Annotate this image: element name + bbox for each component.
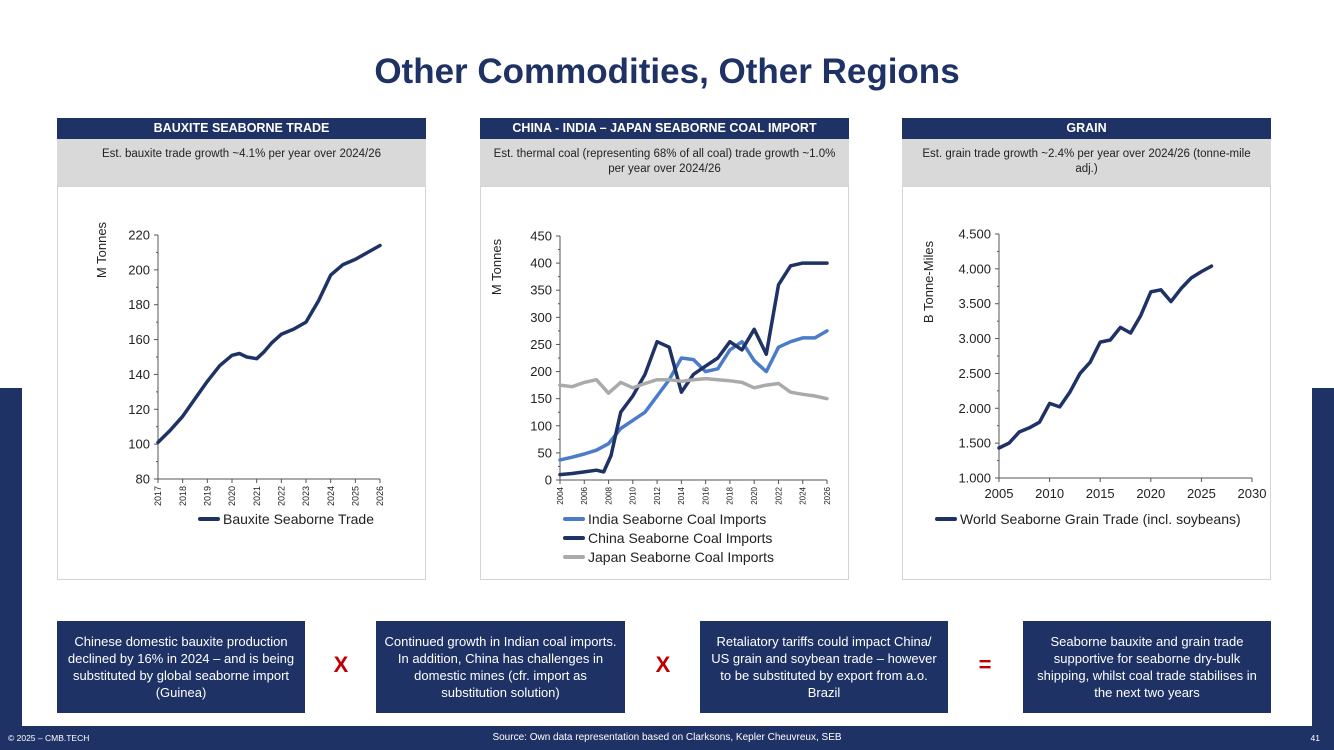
- y-tick-label: 250: [530, 337, 552, 352]
- series-line: [997, 264, 1214, 450]
- y-tick-label: 3.500: [958, 296, 991, 311]
- x-tick-label: 2006: [580, 486, 589, 504]
- y-tick-label: 1.000: [958, 471, 991, 486]
- x-tick-label: 2012: [653, 486, 662, 504]
- x-tick-label: 2020: [1136, 486, 1165, 501]
- x-tick-label: 2018: [726, 486, 735, 504]
- x-tick-label: 2019: [202, 486, 212, 506]
- legend-label: World Seaborne Grain Trade (incl. soybea…: [960, 511, 1241, 527]
- y-tick-label: 140: [128, 367, 150, 382]
- info-box-grain: Retaliatory tariffs could impact China/ …: [700, 621, 948, 713]
- footer-page-number: 41: [1310, 733, 1320, 743]
- x-tick-label: 2022: [774, 486, 783, 504]
- bauxite-chart: 80 100 120 140 160 180 200 220 2017 2018 2019 2020 2…: [94, 221, 385, 527]
- x-tick-label: 2021: [252, 486, 262, 506]
- y-tick-label: 0: [545, 473, 552, 488]
- chart-panel-bauxite: 80 100 120 140 160 180 200 220 2017 2018 2019 2020 2…: [57, 186, 426, 580]
- series-line: [156, 243, 382, 445]
- panel-subtitle-coal: Est. thermal coal (representing 68% of a…: [480, 139, 849, 186]
- operator-multiply-1: X: [333, 652, 349, 677]
- y-tick-label: 160: [128, 332, 150, 347]
- x-tick-label: 2020: [227, 486, 237, 506]
- x-tick-label: 2023: [301, 486, 311, 506]
- x-tick-label: 2008: [604, 486, 613, 504]
- panel-heading-coal: CHINA - INDIA – JAPAN SEABORNE COAL IMPO…: [480, 118, 849, 139]
- y-tick-label: 2.000: [958, 401, 991, 416]
- x-tick-label: 2010: [629, 486, 638, 504]
- y-tick-label: 120: [128, 402, 150, 417]
- y-tick-label: 220: [128, 228, 150, 243]
- chart-panel-coal: 0 50 100 150 200 250 300 350 400 450 2004 2006 2008 2…: [480, 186, 849, 580]
- legend-label: Bauxite Seaborne Trade: [223, 511, 374, 527]
- page-title: Other Commodities, Other Regions: [374, 52, 960, 91]
- footer-copyright: © 2025 – CMB.TECH: [8, 733, 90, 743]
- y-tick-label: 180: [128, 297, 150, 312]
- y-tick-label: 2.500: [958, 366, 991, 381]
- legend-label: China Seaborne Coal Imports: [588, 530, 772, 546]
- y-tick-label: 200: [128, 262, 150, 277]
- x-tick-label: 2026: [375, 486, 385, 506]
- panel-heading-bauxite: BAUXITE SEABORNE TRADE: [57, 118, 426, 139]
- x-tick-label: 2005: [985, 486, 1014, 501]
- y-axis-title: M Tonnes: [489, 238, 504, 295]
- y-axis-title: M Tonnes: [94, 221, 109, 278]
- y-tick-label: 450: [530, 229, 552, 244]
- y-tick-label: 50: [538, 445, 552, 460]
- x-tick-label: 2018: [178, 486, 188, 506]
- y-tick-label: 80: [136, 472, 150, 487]
- y-tick-label: 400: [530, 256, 552, 271]
- info-box-conclusion: Seaborne bauxite and grain trade support…: [1023, 621, 1271, 713]
- y-tick-label: 100: [530, 418, 552, 433]
- x-tick-label: 2025: [350, 486, 360, 506]
- y-tick-label: 150: [530, 391, 552, 406]
- legend-label: India Seaborne Coal Imports: [588, 511, 766, 527]
- panel-heading-grain: GRAIN: [902, 118, 1271, 139]
- x-tick-label: 2017: [153, 486, 163, 506]
- x-tick-label: 2010: [1035, 486, 1064, 501]
- x-tick-label: 2004: [556, 486, 565, 504]
- x-tick-label: 2024: [326, 486, 336, 506]
- panel-subtitle-grain: Est. grain trade growth ~2.4% per year o…: [902, 139, 1271, 186]
- footer-source: Source: Own data representation based on…: [492, 732, 842, 743]
- coal-chart: 0 50 100 150 200 250 300 350 400 450 2004 2006 2008 2…: [489, 229, 832, 566]
- series-line: [558, 329, 829, 462]
- x-tick-label: 2015: [1086, 486, 1115, 501]
- panel-subtitle-bauxite: Est. bauxite trade growth ~4.1% per year…: [57, 139, 426, 186]
- operator-equals: =: [978, 652, 992, 677]
- x-tick-label: 2024: [799, 486, 808, 504]
- x-tick-label: 2026: [823, 486, 832, 504]
- y-tick-label: 3.000: [958, 331, 991, 346]
- y-tick-label: 350: [530, 283, 552, 298]
- y-tick-label: 300: [530, 310, 552, 325]
- legend-label: Japan Seaborne Coal Imports: [588, 549, 774, 565]
- x-tick-label: 2014: [677, 486, 686, 504]
- y-tick-label: 100: [128, 437, 150, 452]
- x-tick-label: 2030: [1238, 486, 1267, 501]
- y-axis-title: B Tonne-Miles: [921, 240, 936, 323]
- grain-chart: 1.000 1.500 2.000 2.500 3.000 3.500 4.000 4.500…: [921, 227, 1267, 528]
- operator-multiply-2: X: [655, 652, 671, 677]
- chart-panel-grain: 1.000 1.500 2.000 2.500 3.000 3.500 4.000 4.500…: [902, 186, 1271, 580]
- x-tick-label: 2022: [276, 486, 286, 506]
- info-box-coal: Continued growth in Indian coal imports.…: [376, 621, 625, 713]
- y-tick-label: 4.000: [958, 261, 991, 276]
- info-box-bauxite: Chinese domestic bauxite production decl…: [57, 621, 305, 713]
- x-tick-label: 2016: [701, 486, 710, 504]
- x-tick-label: 2025: [1187, 486, 1216, 501]
- series-line: [558, 376, 829, 401]
- x-tick-label: 2020: [750, 486, 759, 504]
- y-tick-label: 4.500: [958, 227, 991, 242]
- y-tick-label: 200: [530, 364, 552, 379]
- y-tick-label: 1.500: [958, 436, 991, 451]
- series-line: [558, 261, 829, 477]
